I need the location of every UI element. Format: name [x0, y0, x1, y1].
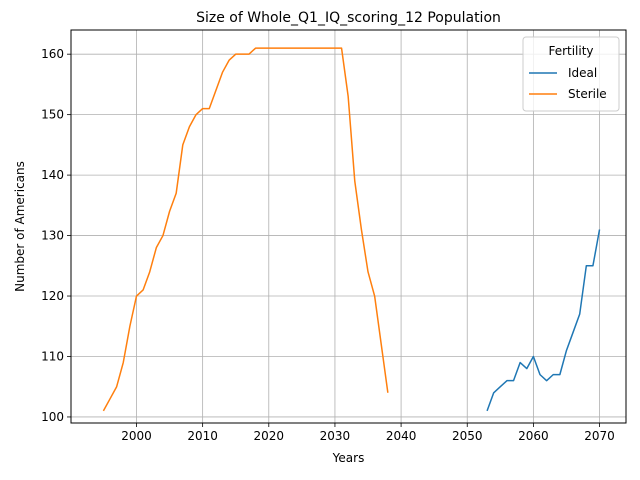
legend: Fertility Ideal Sterile — [522, 36, 620, 112]
y-axis: 100 110 120 130 140 150 160 — [41, 47, 71, 424]
x-tick-label: 2010 — [187, 429, 218, 443]
x-tick-label: 2030 — [320, 429, 351, 443]
y-tick-label: 160 — [41, 47, 64, 61]
y-tick-label: 150 — [41, 108, 64, 122]
y-tick-label: 110 — [41, 349, 64, 363]
y-tick-label: 140 — [41, 168, 64, 182]
chart-title: Size of Whole_Q1_IQ_scoring_12 Populatio… — [196, 10, 501, 26]
y-axis-label: Number of Americans — [13, 161, 27, 292]
x-tick-label: 2060 — [518, 429, 549, 443]
x-tick-label: 2000 — [121, 429, 152, 443]
legend-box — [522, 36, 620, 112]
x-tick-label: 2070 — [584, 429, 615, 443]
legend-label-ideal: Ideal — [568, 66, 597, 80]
y-tick-label: 100 — [41, 410, 64, 424]
legend-label-sterile: Sterile — [568, 87, 607, 101]
x-tick-label: 2050 — [452, 429, 483, 443]
x-tick-label: 2040 — [386, 429, 417, 443]
series-line-ideal — [486, 229, 601, 412]
y-tick-label: 120 — [41, 289, 64, 303]
series-layer — [102, 47, 601, 412]
plot-frame — [70, 29, 627, 424]
y-tick-label: 130 — [41, 229, 64, 243]
x-axis: 2000 2010 2020 2030 2040 2050 2060 2070 — [121, 423, 615, 443]
x-tick-label: 2020 — [254, 429, 285, 443]
x-axis-label: Years — [332, 451, 365, 465]
series-line-sterile — [102, 47, 389, 412]
legend-title: Fertility — [548, 44, 593, 58]
